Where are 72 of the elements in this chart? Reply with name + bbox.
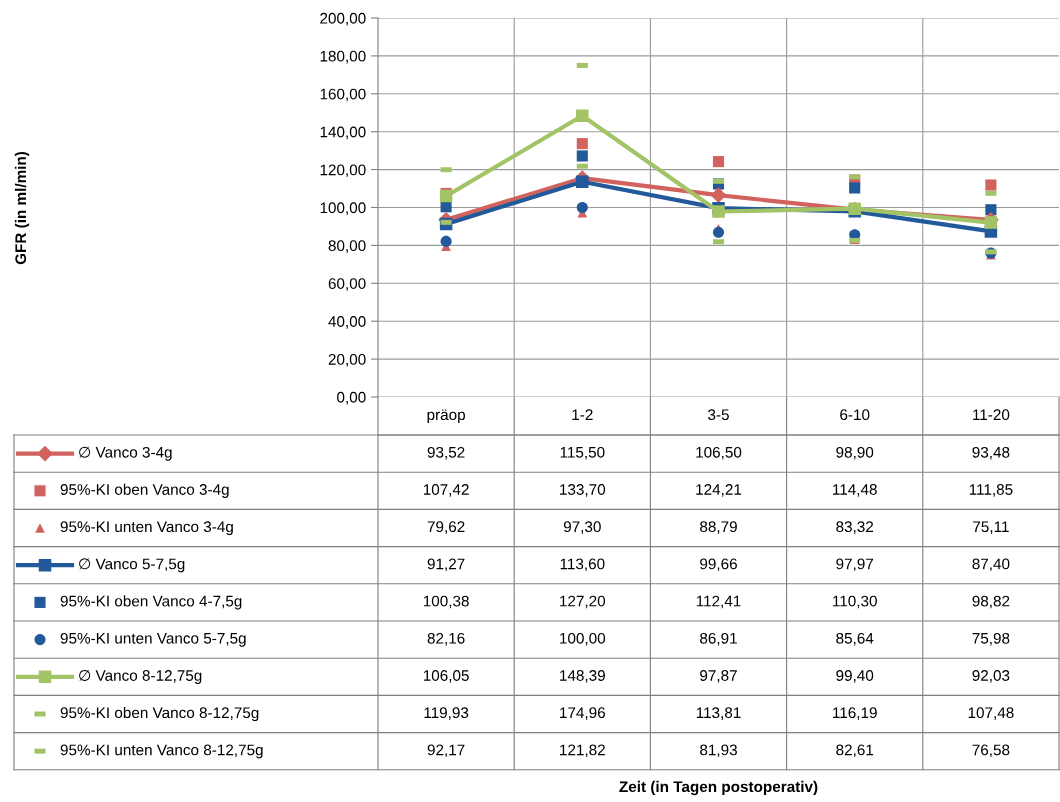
data-label: 75,11 <box>973 521 1009 534</box>
y-tick-label: 0,00 <box>337 391 366 405</box>
data-label: 98,90 <box>836 446 874 460</box>
data-label: 106,05 <box>423 670 469 683</box>
x-tick-label: 1-2 <box>572 409 593 420</box>
data-label: 97,87 <box>700 670 737 683</box>
y-tick-label: 200,00 <box>320 12 366 26</box>
data-label: 87,40 <box>972 558 1010 572</box>
data-label: 82,16 <box>427 632 465 646</box>
data-label: 116,19 <box>833 707 877 720</box>
y-tick-label: 120,00 <box>320 164 366 178</box>
data-label: 76,58 <box>972 744 1010 758</box>
data-label: 99,40 <box>836 670 874 683</box>
y-tick-label: 100,00 <box>320 202 366 215</box>
data-label: 148,39 <box>560 670 605 683</box>
data-label: 174,96 <box>560 707 605 720</box>
legend-label: 95%-KI unten Vanco 5-7,5g <box>60 632 246 647</box>
data-label: 82,61 <box>836 744 874 758</box>
y-tick-label: 180,00 <box>320 50 366 64</box>
data-label: 98,82 <box>972 595 1010 609</box>
y-tick-label: 20,00 <box>328 353 366 367</box>
data-label: 79,62 <box>427 521 465 534</box>
data-label: 111,85 <box>969 484 1013 497</box>
y-tick-label: 160,00 <box>320 88 366 102</box>
x-tick-label: präop <box>427 409 465 424</box>
data-label: 107,48 <box>968 707 1014 720</box>
legend-label: 95%-KI unten Vanco 8-12,75g <box>60 744 263 759</box>
data-label: 93,52 <box>427 446 465 460</box>
data-label: 121,82 <box>560 744 605 758</box>
data-label: 133,70 <box>560 484 606 497</box>
data-label: 106,50 <box>696 446 742 460</box>
data-label: 115,50 <box>560 446 605 460</box>
text: GFR (in ml/min) <box>14 151 30 265</box>
data-label: 75,98 <box>972 632 1010 646</box>
data-label: 99,66 <box>700 558 737 572</box>
legend-label: 95%-KI oben Vanco 3-4g <box>60 483 229 498</box>
legend-label: ∅ Vanco 8-12,75g <box>79 669 202 684</box>
y-tick-label: 60,00 <box>328 278 366 291</box>
data-label: 110,30 <box>833 595 877 609</box>
y-tick-label: 140,00 <box>320 126 366 140</box>
data-label: 114,48 <box>833 484 877 497</box>
legend-label: 95%-KI oben Vanco 4-7,5g <box>60 595 242 610</box>
data-label: 112,41 <box>696 595 741 609</box>
legend-label: ∅ Vanco 5-7,5g <box>79 558 185 573</box>
data-label: 91,27 <box>427 558 465 572</box>
data-label: 124,21 <box>696 484 742 497</box>
data-label: 85,64 <box>836 632 874 646</box>
legend-label: ∅ Vanco 3-4g <box>79 446 172 461</box>
data-label: 97,97 <box>836 558 874 572</box>
data-label: 113,60 <box>560 558 605 572</box>
data-label: 107,42 <box>423 484 469 497</box>
data-label: 100,38 <box>423 595 469 609</box>
x-tick-label: 3-5 <box>708 409 729 421</box>
x-tick-label: 11-20 <box>973 409 1010 421</box>
data-label: 81,93 <box>700 744 737 758</box>
data-label: 86,91 <box>700 632 737 646</box>
x-tick-label: 6-10 <box>840 409 870 421</box>
legend-label: 95%-KI unten Vanco 3-4g <box>60 521 233 536</box>
data-label: 119,93 <box>424 707 469 720</box>
data-label: 92,17 <box>427 744 465 758</box>
y-tick-label: 80,00 <box>328 240 366 253</box>
data-label: 113,81 <box>696 707 741 720</box>
legend-label: 95%-KI oben Vanco 8-12,75g <box>60 706 259 722</box>
data-label: 88,79 <box>700 521 737 534</box>
data-label: 92,03 <box>972 670 1010 683</box>
data-label: 97,30 <box>563 521 601 534</box>
data-label: 127,20 <box>560 595 606 609</box>
data-label: 100,00 <box>560 632 606 646</box>
data-label: 83,32 <box>836 521 874 534</box>
y-tick-label: 40,00 <box>328 316 366 329</box>
data-label: 93,48 <box>972 446 1010 460</box>
text: Zeit (in Tagen postoperativ) <box>619 780 818 796</box>
